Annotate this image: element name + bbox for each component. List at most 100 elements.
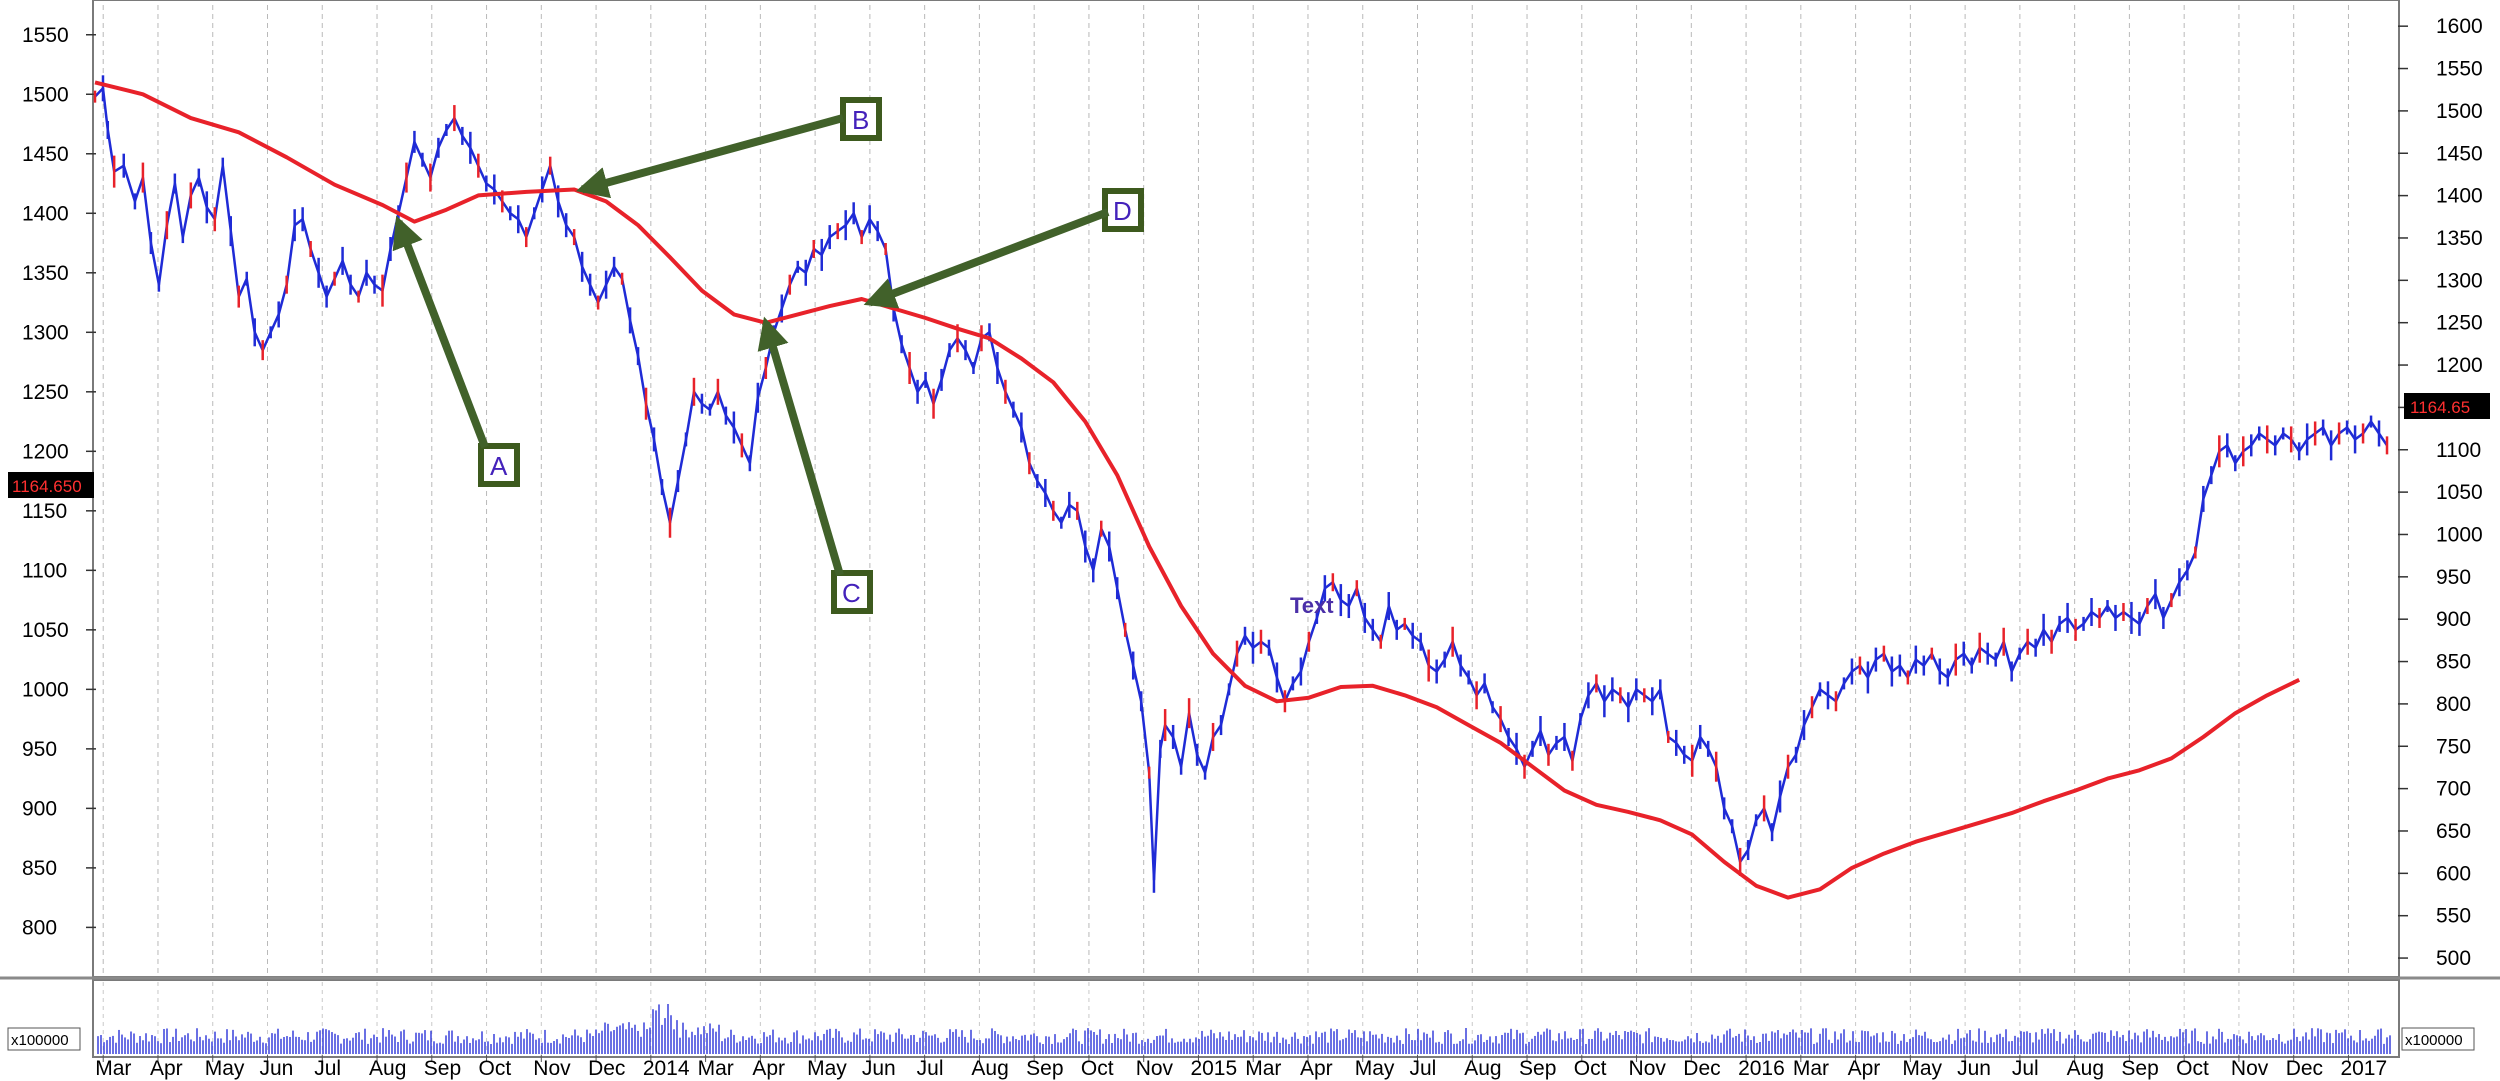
date-label: May (1902, 1057, 1942, 1080)
right-axis-label: 1400 (2436, 185, 2483, 208)
date-label: Dec (1683, 1057, 1720, 1080)
last-price-right-value: 1164.65 (2410, 398, 2470, 417)
date-label: Aug (971, 1057, 1008, 1080)
date-label: Jun (1957, 1057, 1991, 1080)
date-label: Aug (2067, 1057, 2104, 1080)
annotation-b: B (840, 97, 882, 141)
right-axis-label: 550 (2436, 905, 2471, 928)
date-label: Oct (2176, 1057, 2209, 1080)
right-axis-label: 750 (2436, 735, 2471, 758)
date-label: May (807, 1057, 847, 1080)
date-label: Jul (917, 1057, 944, 1080)
right-axis-label: 1600 (2436, 15, 2483, 38)
series-layer (93, 75, 2389, 900)
annotation-arrow (575, 114, 845, 199)
left-axis-label: 1400 (22, 202, 69, 225)
right-price-axis: 1600155015001450140013501300125012001150… (2398, 15, 2483, 970)
annotation-b-label: B (852, 105, 869, 135)
date-label: Sep (1519, 1057, 1556, 1080)
left-axis-label: 800 (22, 916, 57, 939)
date-label: Mar (1245, 1057, 1281, 1080)
left-axis-label: 900 (22, 797, 57, 820)
left-axis-label: 1100 (22, 559, 67, 582)
date-label: Apr (150, 1057, 183, 1080)
annotation-arrow (863, 208, 1110, 309)
date-label: May (1355, 1057, 1395, 1080)
left-axis-label: 1550 (22, 24, 69, 47)
left-price-axis: 1550 1500 1450 1400 1350 1300 1250 1200 1150 1100… (22, 24, 96, 939)
chart-free-text: Text (1290, 593, 1334, 618)
date-label: Oct (479, 1057, 512, 1080)
right-axis-label: 600 (2436, 862, 2471, 885)
right-axis-label: 1200 (2436, 354, 2483, 377)
volume-bars (97, 1004, 2391, 1054)
date-label: May (205, 1057, 245, 1080)
date-label: 2015 (1190, 1057, 1237, 1080)
volume-multiplier-left: x100000 (7, 1027, 81, 1051)
date-label: Nov (533, 1057, 571, 1080)
left-axis-label: 1250 (22, 381, 69, 404)
volume-multiplier-left-text: x100000 (11, 1032, 69, 1049)
last-price-left-value: 1164.650 (12, 477, 82, 496)
last-price-badge-right: 1164.65 (2404, 393, 2490, 419)
right-axis-label: 1300 (2436, 269, 2483, 292)
left-axis-label: 1200 (22, 440, 69, 463)
annotation-a: A (478, 443, 520, 487)
date-label: Jun (260, 1057, 294, 1080)
date-label: 2014 (643, 1057, 690, 1080)
right-axis-label: 1100 (2436, 439, 2481, 462)
date-label: Aug (369, 1057, 406, 1080)
annotation-c-label: C (842, 578, 861, 608)
right-axis-label: 1500 (2436, 100, 2483, 123)
left-axis-label: 1350 (22, 262, 69, 285)
volume-multiplier-right: x100000 (2401, 1027, 2475, 1051)
date-label: Dec (588, 1057, 625, 1080)
date-label: Mar (1793, 1057, 1829, 1080)
annotation-a-label: A (490, 451, 508, 481)
date-label: Mar (698, 1057, 734, 1080)
volume-multiplier-right-text: x100000 (2405, 1032, 2463, 1049)
annotation-arrow (757, 316, 844, 577)
left-axis-label: 850 (22, 857, 57, 880)
right-axis-label: 1050 (2436, 481, 2483, 504)
right-axis-label: 700 (2436, 778, 2471, 801)
right-axis-label: 500 (2436, 947, 2471, 970)
date-label: Oct (1081, 1057, 1114, 1080)
date-label: Aug (1464, 1057, 1501, 1080)
date-label: Apr (1848, 1057, 1881, 1080)
date-label: Sep (424, 1057, 461, 1080)
annotation-d: D (1102, 188, 1144, 232)
left-axis-label: 1450 (22, 143, 69, 166)
right-axis-label: 1000 (2436, 523, 2483, 546)
left-axis-label: 1300 (22, 321, 69, 344)
right-axis-label: 1350 (2436, 227, 2483, 250)
left-axis-label: 950 (22, 738, 57, 761)
right-axis-label: 850 (2436, 651, 2471, 674)
annotation-d-label: D (1113, 196, 1132, 226)
left-axis-label: 1500 (22, 83, 69, 106)
date-label: Nov (1629, 1057, 1667, 1080)
date-label: Dec (2286, 1057, 2323, 1080)
date-label: Apr (752, 1057, 785, 1080)
date-label: Nov (1136, 1057, 1174, 1080)
annotation-c: C (831, 570, 873, 614)
left-axis-label: 1050 (22, 619, 69, 642)
right-axis-label: 900 (2436, 608, 2471, 631)
left-axis-label: 1150 (22, 500, 67, 523)
date-label: Nov (2231, 1057, 2269, 1080)
annotation-arrow (392, 215, 489, 449)
date-label: Apr (1300, 1057, 1333, 1080)
right-axis-label: 1450 (2436, 142, 2483, 165)
date-axis: Mar Apr May Jun Jul Aug Sep Oct Nov Dec 2014 Mar Apr… (95, 1055, 2387, 1080)
last-price-badge-left: 1164.650 (8, 472, 94, 498)
date-label: 2016 (1738, 1057, 1785, 1080)
date-label: 2017 (2340, 1057, 2387, 1080)
right-axis-label: 650 (2436, 820, 2471, 843)
date-label: Jul (2012, 1057, 2039, 1080)
date-label: Mar (95, 1057, 131, 1080)
date-label: Jul (314, 1057, 341, 1080)
volume-panel-frame (92, 979, 2400, 1058)
date-label: Jun (862, 1057, 896, 1080)
left-axis-label: 1000 (22, 678, 69, 701)
